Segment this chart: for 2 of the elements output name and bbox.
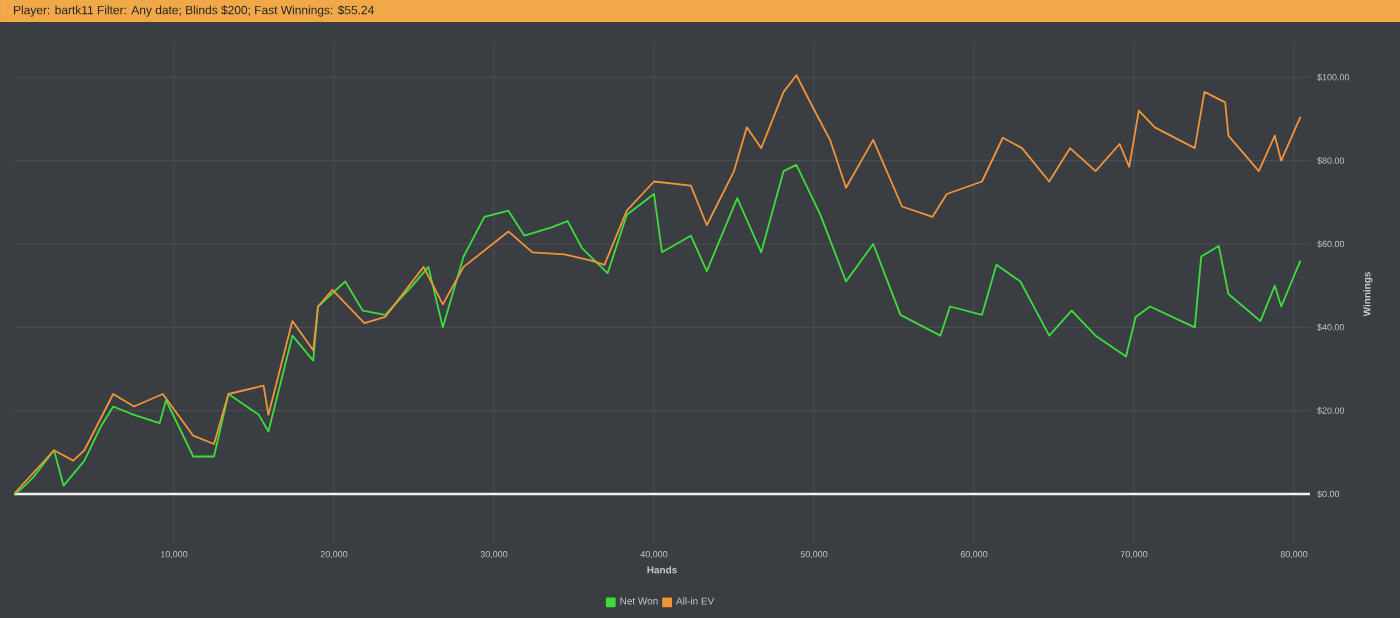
line-series xyxy=(14,163,1302,495)
line-series xyxy=(14,74,1302,495)
